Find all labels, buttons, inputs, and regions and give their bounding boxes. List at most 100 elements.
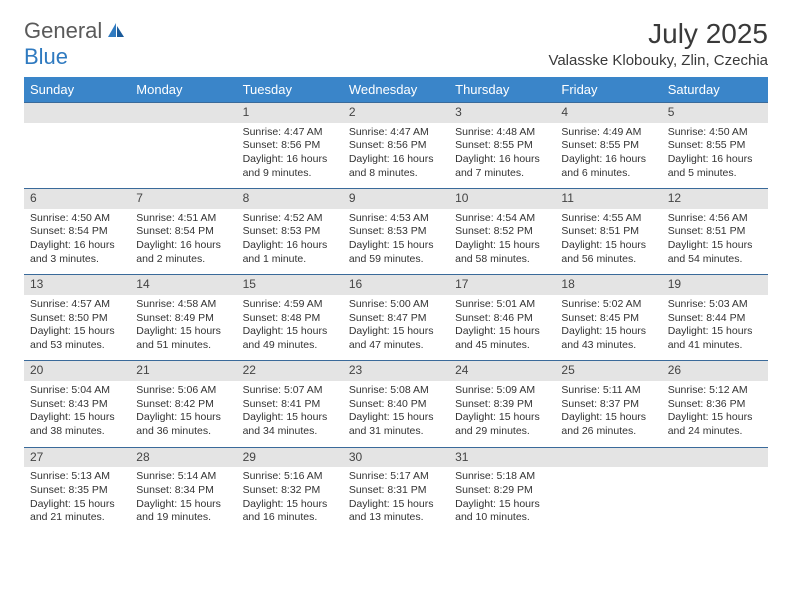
day-content: Sunrise: 5:13 AMSunset: 8:35 PMDaylight:… (24, 467, 130, 533)
day-number: 20 (24, 361, 130, 381)
day-content: Sunrise: 4:57 AMSunset: 8:50 PMDaylight:… (24, 295, 130, 361)
calendar-day-cell: 28Sunrise: 5:14 AMSunset: 8:34 PMDayligh… (130, 447, 236, 533)
day-content: Sunrise: 5:17 AM Sunset: 8:31 PM Daylight:… (343, 467, 449, 533)
day-content: Sunrise: 5:11 AMSunset: 8:37 PMDaylight:… (555, 381, 661, 447)
sunrise-text: Sunrise: 4:54 AM (455, 212, 535, 224)
day-content: Sunrise: 4:47 AMSunset: 8:56 PMDaylight:… (237, 123, 343, 189)
sunrise-text: Sunrise: 5:06 AM (136, 384, 216, 396)
weekday-header: Saturday (662, 77, 768, 103)
day-number: 9 (343, 189, 449, 209)
sunset-text: Sunset: 8:31 PM (349, 484, 427, 496)
day-number: 27 (24, 448, 130, 468)
calendar-day-cell: 27Sunrise: 5:13 AMSunset: 8:35 PMDayligh… (24, 447, 130, 533)
sunset-text: Sunset: 8:51 PM (561, 225, 639, 237)
sunrise-text: Sunrise: 4:49 AM (561, 126, 641, 138)
weekday-header: Tuesday (237, 77, 343, 103)
sunrise-text: Sunrise: 5:02 AM (561, 298, 641, 310)
daylight-text: Daylight: 15 hours and 19 minutes. (136, 498, 221, 524)
day-content: Sunrise: 4:53 AMSunset: 8:53 PMDaylight:… (343, 209, 449, 275)
sunrise-text: Sunrise: 5:11 AM (561, 384, 640, 396)
day-content: Sunrise: 5:07 AMSunset: 8:41 PMDaylight:… (237, 381, 343, 447)
sunset-text: Sunset: 8:45 PM (561, 312, 639, 324)
sunrise-text: Sunrise: 5:12 AM (668, 384, 748, 396)
weekday-header-row: SundayMondayTuesdayWednesdayThursdayFrid… (24, 77, 768, 103)
sunset-text: Sunset: 8:36 PM (668, 398, 746, 410)
daylight-text: Daylight: 15 hours and 56 minutes. (561, 239, 646, 265)
day-content: Sunrise: 5:00 AMSunset: 8:47 PMDaylight:… (343, 295, 449, 361)
sunrise-text: Sunrise: 4:53 AM (349, 212, 429, 224)
day-content: Sunrise: 4:50 AMSunset: 8:55 PMDaylight:… (662, 123, 768, 189)
calendar-day-cell: 1Sunrise: 4:47 AMSunset: 8:56 PMDaylight… (237, 103, 343, 189)
day-content: Sunrise: 4:51 AMSunset: 8:54 PMDaylight:… (130, 209, 236, 275)
sunrise-text: Sunrise: 4:52 AM (243, 212, 323, 224)
empty-daynum (555, 448, 661, 468)
sunrise-text: Sunrise: 5:16 AM (243, 470, 323, 482)
day-content: Sunrise: 4:48 AMSunset: 8:55 PM Daylight:… (449, 123, 555, 189)
sunset-text: Sunset: 8:52 PM (455, 225, 533, 237)
day-number: 2 (343, 103, 449, 123)
calendar-day-cell: 31Sunrise: 5:18 AMSunset: 8:29 PMDayligh… (449, 447, 555, 533)
daylight-text: Daylight: 15 hours and 31 minutes. (349, 411, 434, 437)
sunset-text: Sunset: 8:41 PM (243, 398, 321, 410)
day-number: 14 (130, 275, 236, 295)
day-content: Sunrise: 4:56 AMSunset: 8:51 PMDaylight:… (662, 209, 768, 275)
sunset-text: Sunset: 8:46 PM (455, 312, 533, 324)
daylight-text: Daylight: 15 hours and 21 minutes. (30, 498, 115, 524)
calendar-day-cell: 11Sunrise: 4:55 AMSunset: 8:51 PMDayligh… (555, 189, 661, 275)
sunrise-text: Sunrise: 4:51 AM (136, 212, 216, 224)
sunrise-text: Sunrise: 5:04 AM (30, 384, 110, 396)
day-number: 28 (130, 448, 236, 468)
day-number: 4 (555, 103, 661, 123)
sunset-text: Sunset: 8:53 PM (349, 225, 427, 237)
day-number: 7 (130, 189, 236, 209)
day-number: 15 (237, 275, 343, 295)
daylight-text: Daylight: 16 hours and 2 minutes. (136, 239, 221, 265)
day-content: Sunrise: 4:55 AMSunset: 8:51 PMDaylight:… (555, 209, 661, 275)
day-content: Sunrise: 5:08 AMSunset: 8:40 PMDaylight:… (343, 381, 449, 447)
sunrise-text: Sunrise: 4:48 AM (455, 126, 535, 138)
sunset-text: Sunset: 8:40 PM (349, 398, 427, 410)
daylight-text: Daylight: 15 hours and 13 minutes. (349, 498, 434, 524)
title-block: July 2025 Valasske Klobouky, Zlin, Czech… (548, 18, 768, 69)
logo: General (24, 18, 128, 44)
day-content: Sunrise: 5:02 AMSunset: 8:45 PMDaylight:… (555, 295, 661, 361)
weekday-header: Friday (555, 77, 661, 103)
calendar-day-cell: 25Sunrise: 5:11 AMSunset: 8:37 PMDayligh… (555, 361, 661, 447)
sunset-text: Sunset: 8:53 PM (243, 225, 321, 237)
sunset-text: Sunset: 8:48 PM (243, 312, 321, 324)
sunset-text: Sunset: 8:39 PM (455, 398, 533, 410)
sunset-text: Sunset: 8:49 PM (136, 312, 214, 324)
calendar-day-cell: 15Sunrise: 4:59 AMSunset: 8:48 PMDayligh… (237, 275, 343, 361)
calendar-week-row: 13Sunrise: 4:57 AMSunset: 8:50 PMDayligh… (24, 275, 768, 361)
logo-text-general: General (24, 18, 102, 44)
sunset-text: Sunset: 8:34 PM (136, 484, 214, 496)
day-number: 25 (555, 361, 661, 381)
sunset-text: Sunset: 8:55 PM (455, 139, 533, 151)
sunset-text: Sunset: 8:47 PM (349, 312, 427, 324)
calendar-day-cell: 13Sunrise: 4:57 AMSunset: 8:50 PMDayligh… (24, 275, 130, 361)
sunset-text: Sunset: 8:43 PM (30, 398, 108, 410)
calendar-empty-cell (24, 103, 130, 189)
day-number: 11 (555, 189, 661, 209)
daylight-text: Daylight: 16 hours and 7 minutes. (455, 153, 540, 179)
day-number: 1 (237, 103, 343, 123)
sunrise-text: Sunrise: 5:17 AM (349, 470, 429, 482)
calendar-day-cell: 2Sunrise: 4:47 AMSunset: 8:56 PMDaylight… (343, 103, 449, 189)
day-number: 24 (449, 361, 555, 381)
empty-daynum (662, 448, 768, 468)
sunset-text: Sunset: 8:44 PM (668, 312, 746, 324)
day-number: 22 (237, 361, 343, 381)
day-number: 29 (237, 448, 343, 468)
daylight-text: Daylight: 16 hours and 6 minutes. (561, 153, 646, 179)
sunrise-text: Sunrise: 4:50 AM (668, 126, 748, 138)
day-content: Sunrise: 5:03 AMSunset: 8:44 PMDaylight:… (662, 295, 768, 361)
empty-daynum (130, 103, 236, 123)
sunrise-text: Sunrise: 4:50 AM (30, 212, 110, 224)
calendar-table: SundayMondayTuesdayWednesdayThursdayFrid… (24, 77, 768, 533)
daylight-text: Daylight: 15 hours and 51 minutes. (136, 325, 221, 351)
sunrise-text: Sunrise: 4:58 AM (136, 298, 216, 310)
calendar-day-cell: 17Sunrise: 5:01 AMSunset: 8:46 PMDayligh… (449, 275, 555, 361)
calendar-day-cell: 9Sunrise: 4:53 AMSunset: 8:53 PMDaylight… (343, 189, 449, 275)
calendar-day-cell: 18Sunrise: 5:02 AMSunset: 8:45 PMDayligh… (555, 275, 661, 361)
month-title: July 2025 (548, 18, 768, 50)
